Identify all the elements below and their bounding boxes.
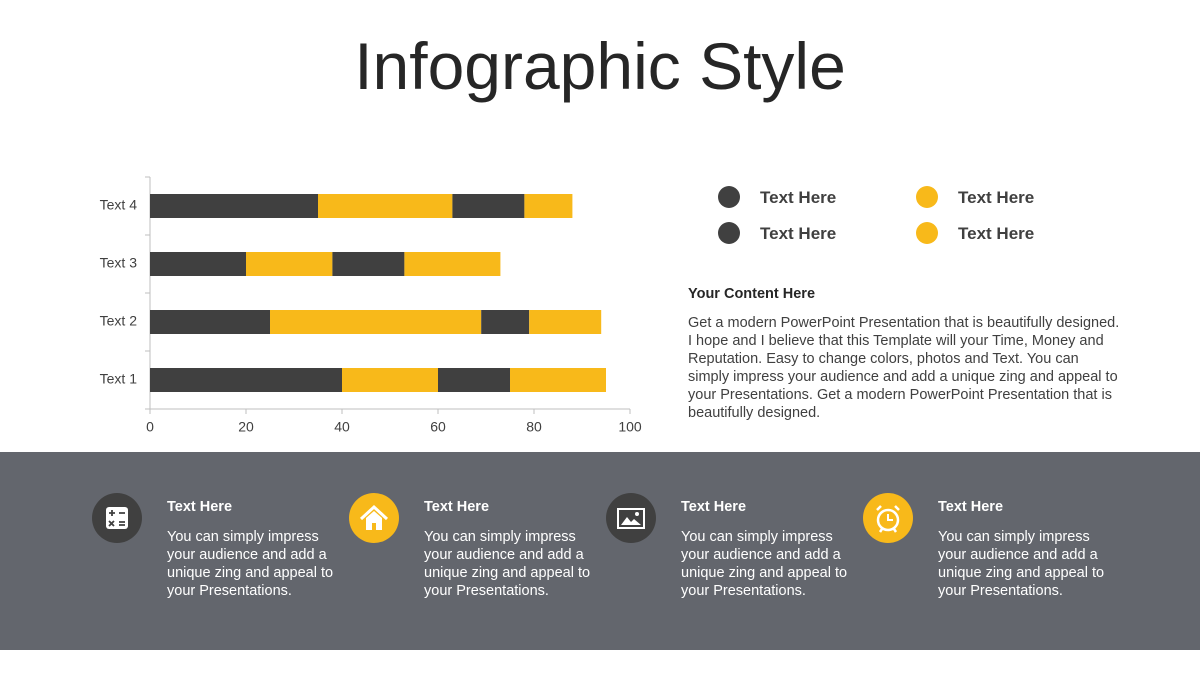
feature-icon	[349, 493, 399, 543]
feature-body: You can simply impress your audience and…	[424, 529, 591, 599]
feature-icon	[606, 493, 656, 543]
x-tick-label: 80	[526, 419, 542, 435]
bar-segment	[438, 368, 510, 392]
feature-title: Text Here	[424, 499, 490, 515]
slide-title: Infographic Style	[354, 29, 846, 103]
chart: 0 20 40 60 80 100 Text 1 Text 2 Text 3 Text 4	[100, 176, 642, 435]
legend-swatch	[718, 222, 740, 244]
legend-swatch	[916, 222, 938, 244]
content-heading: Your Content Here	[688, 286, 816, 302]
bar-segment	[150, 252, 246, 276]
bar-segment	[481, 310, 530, 334]
bar-segment	[246, 252, 333, 276]
feature-body: You can simply impress your audience and…	[167, 529, 334, 599]
x-tick-label: 0	[146, 419, 154, 435]
bar-segment	[150, 310, 270, 334]
bar-segment	[510, 368, 606, 392]
icon-glyph	[876, 505, 900, 533]
content-body: Get a modern PowerPoint Presentation tha…	[688, 315, 1120, 421]
bar-segment	[452, 194, 525, 218]
feature-icon	[863, 493, 913, 543]
icon-glyph	[359, 504, 389, 530]
x-tick-label: 60	[430, 419, 446, 435]
bar-segment	[332, 252, 405, 276]
icon-glyph	[106, 507, 128, 529]
legend-swatch	[718, 186, 740, 208]
bar-segment	[404, 252, 501, 276]
y-tick-label: Text 1	[100, 371, 138, 387]
x-tick-label: 100	[618, 419, 642, 435]
feature-title: Text Here	[167, 499, 233, 515]
legend-swatch	[916, 186, 938, 208]
y-tick-label: Text 4	[100, 197, 138, 213]
x-tick-label: 40	[334, 419, 350, 435]
feature-title: Text Here	[938, 499, 1004, 515]
legend-label: Text Here	[760, 224, 837, 243]
feature-title: Text Here	[681, 499, 747, 515]
y-tick-label: Text 3	[100, 255, 138, 271]
bar-segment	[342, 368, 438, 392]
bar-segment	[150, 194, 318, 218]
bar-segment	[529, 310, 602, 334]
legend-label: Text Here	[958, 224, 1035, 243]
x-tick-label: 20	[238, 419, 254, 435]
feature-body: You can simply impress your audience and…	[938, 529, 1105, 599]
feature-icon	[92, 493, 142, 543]
bar-segment	[150, 368, 342, 392]
feature-body: You can simply impress your audience and…	[681, 529, 848, 599]
legend-label: Text Here	[958, 188, 1035, 207]
feature-band	[0, 452, 1200, 650]
bar-segment	[270, 310, 482, 334]
y-tick-label: Text 2	[100, 313, 138, 329]
icon-glyph	[617, 508, 645, 529]
legend-label: Text Here	[760, 188, 837, 207]
bar-segment	[524, 194, 573, 218]
bar-segment	[318, 194, 453, 218]
